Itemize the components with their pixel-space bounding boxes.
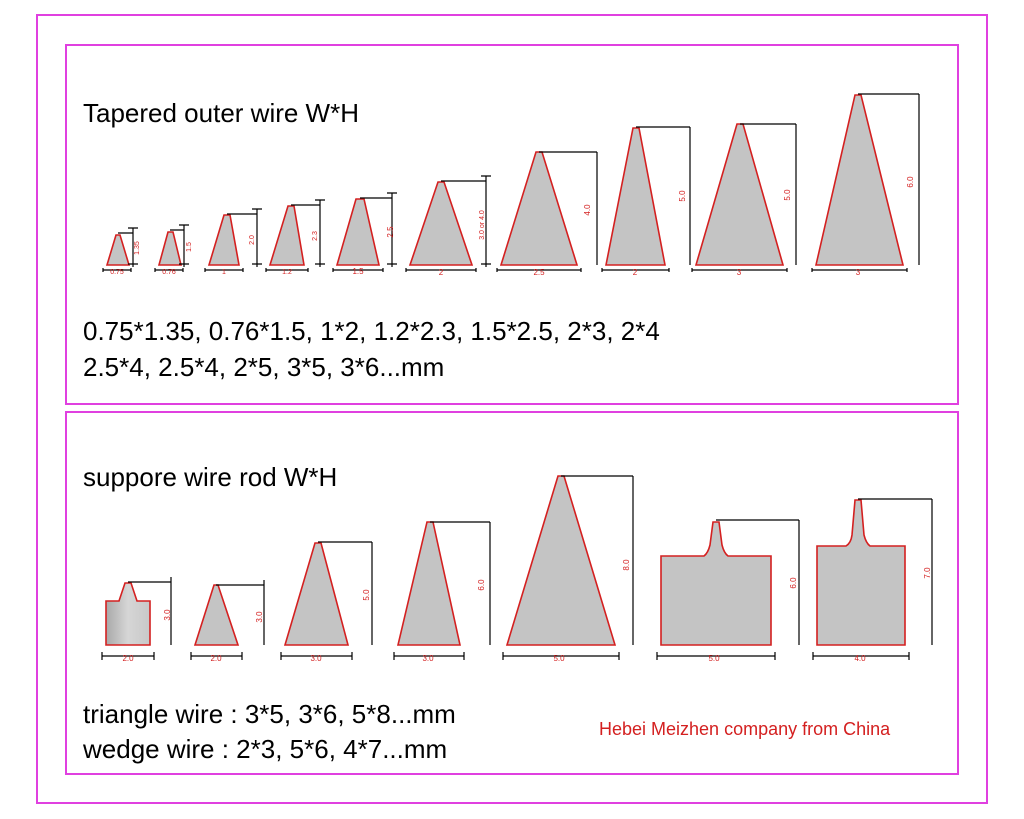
tapered-sizes-line-2: 2.5*4, 2.5*4, 2*5, 3*5, 3*6...mm [83,352,444,382]
tapered-profile-5: 1.5 2.5 [332,192,397,276]
support-width-label-4: 3.0 [422,654,434,663]
tapered-profile-4: 1.2 2.3 [265,199,325,276]
tapered-width-label-8: 2 [633,268,638,277]
tapered-height-label-7: 4.0 [583,204,592,216]
tapered-height-label-2: 1.5 [186,242,193,252]
tapered-height-label-8: 5.0 [678,190,687,202]
support-profile-7: 4.0 7.0 [812,498,933,663]
support-title: suppore wire rod W*H [83,462,337,492]
tapered-height-label-6: 3.0 or 4.0 [479,210,486,240]
tapered-title: Tapered outer wire W*H [83,98,359,128]
tapered-width-label-5: 1.5 [352,267,364,276]
tapered-height-label-9: 5.0 [783,189,792,201]
support-width-label-6: 5.0 [708,654,720,663]
support-sizes-line-2: wedge wire : 2*3, 5*6, 4*7...mm [82,734,447,764]
support-height-label-7: 7.0 [923,567,932,579]
support-profile-3: 3.0 5.0 [280,541,373,663]
tapered-height-label-5: 2.5 [386,226,395,238]
support-width-label-2: 2.0 [210,654,222,663]
tapered-width-label-4: 1.2 [282,269,292,276]
tapered-panel [65,44,959,405]
tapered-sizes-line-1: 0.75*1.35, 0.76*1.5, 1*2, 1.2*2.3, 1.5*2… [83,316,660,346]
tapered-profile-3: 1 2.0 [204,208,262,276]
support-height-label-3: 5.0 [362,589,371,601]
tapered-width-label-3: 1 [222,269,226,276]
support-panel [65,411,959,775]
support-profile-2: 2.0 3.0 [190,580,265,663]
support-profile-5: 5.0 8.0 [502,475,634,663]
support-height-label-2: 3.0 [255,611,264,623]
tapered-profile-2: 0.76 1.5 [154,224,193,276]
support-sizes-line-1: triangle wire : 3*5, 3*6, 5*8...mm [83,699,456,729]
support-profile-1: 2.0 3.0 [101,577,172,663]
tapered-height-label-1: 1.35 [134,241,141,255]
support-profile-6: 5.0 6.0 [656,519,800,663]
tapered-height-label-10: 6.0 [906,176,915,188]
outer-frame [36,14,988,804]
support-profile-4: 3.0 6.0 [393,521,491,663]
tapered-profile-9: 3 5.0 [691,123,797,277]
support-height-label-5: 8.0 [622,559,631,571]
tapered-height-label-3: 2.0 [249,235,256,245]
support-height-label-1: 3.0 [163,609,172,621]
tapered-width-label-6: 2 [439,268,444,277]
tapered-profile-7: 2.5 4.0 [496,151,598,277]
tapered-width-label-1: 0.75 [110,269,124,276]
tapered-profile-6: 2 3.0 or 4.0 [405,175,491,277]
tapered-width-label-2: 0.76 [162,269,176,276]
support-height-label-6: 6.0 [789,577,798,589]
tapered-profile-1: 0.75 1.35 [102,227,141,276]
support-width-label-1: 2.0 [122,654,134,663]
tapered-profile-10: 3 6.0 [811,93,920,277]
tapered-width-label-7: 2.5 [533,268,545,277]
company-credit: Hebei Meizhen company from China [599,719,891,739]
tapered-height-label-4: 2.3 [312,231,319,241]
support-width-label-5: 5.0 [553,654,565,663]
tapered-width-label-10: 3 [856,268,861,277]
support-height-label-4: 6.0 [477,579,486,591]
tapered-width-label-9: 3 [737,268,742,277]
tapered-profile-8: 2 5.0 [601,126,691,277]
support-width-label-3: 3.0 [310,654,322,663]
support-width-label-7: 4.0 [854,654,866,663]
